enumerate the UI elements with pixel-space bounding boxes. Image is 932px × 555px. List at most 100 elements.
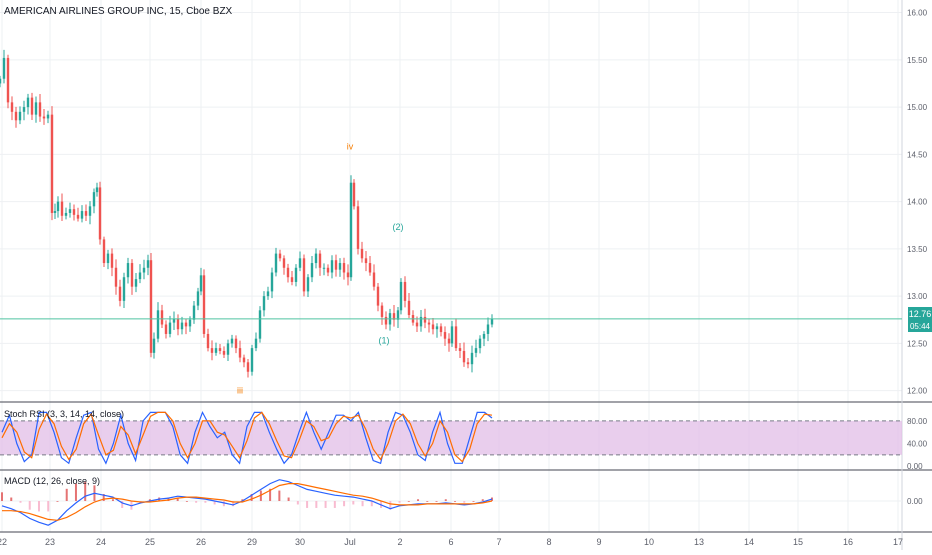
macd-histogram-bar xyxy=(472,501,475,502)
candle-body xyxy=(392,313,396,320)
candle-body xyxy=(118,286,122,301)
candle-body xyxy=(164,324,168,334)
axes: 22232425262930Jul2678910131415161716.001… xyxy=(0,9,928,547)
macd-title: MACD (12, 26, close, 9) xyxy=(4,476,100,486)
candle-body xyxy=(298,258,302,268)
candle-body xyxy=(180,322,184,330)
macd-histogram-bar xyxy=(306,501,309,508)
candle-body xyxy=(98,187,102,240)
x-tick-label: 7 xyxy=(496,537,501,547)
candle-body xyxy=(106,253,110,264)
macd-histogram-bar xyxy=(167,497,170,501)
stoch-rsi-title: Stoch RSI (3, 3, 14, 14, close) xyxy=(4,409,124,419)
candle-body xyxy=(18,111,22,121)
candle-body xyxy=(294,267,298,282)
candle-body xyxy=(419,316,423,327)
candle-body xyxy=(210,348,214,353)
candle-body xyxy=(134,279,138,287)
macd-histogram-bar xyxy=(204,501,207,503)
x-tick-label: 8 xyxy=(546,537,551,547)
macd-y-tick: 0.00 xyxy=(907,497,923,506)
signal-line xyxy=(2,483,493,521)
candle-body xyxy=(92,192,96,207)
candle-body xyxy=(160,310,164,325)
candle-body xyxy=(138,272,142,280)
macd-histogram-bar xyxy=(481,499,484,501)
candle-body xyxy=(149,260,153,353)
macd-histogram-bar xyxy=(269,488,272,501)
y-tick-label: 12.00 xyxy=(907,387,928,396)
candle-body xyxy=(478,338,482,349)
candle-body xyxy=(396,310,400,320)
candle-body xyxy=(376,286,380,306)
macd-histogram-bar xyxy=(111,499,114,501)
x-tick-label: 2 xyxy=(397,537,402,547)
y-tick-label: 14.00 xyxy=(907,198,928,207)
candle-body xyxy=(364,258,368,264)
macd-histogram-bar xyxy=(176,497,179,501)
candle-body xyxy=(266,291,270,297)
candle-body xyxy=(114,267,118,287)
x-tick-label: 10 xyxy=(644,537,654,547)
macd-histogram-bar xyxy=(333,501,336,508)
stoch-d-line xyxy=(1,411,493,463)
candle-body xyxy=(142,267,146,273)
macd-histogram-bar xyxy=(28,501,31,510)
candle-body xyxy=(423,316,427,323)
stoch-band-fill xyxy=(0,420,902,455)
stoch-rsi-pane[interactable] xyxy=(0,410,902,465)
candle-body xyxy=(486,324,490,334)
candle-body xyxy=(403,281,407,301)
candle-body xyxy=(30,97,34,115)
candle-body xyxy=(242,357,246,363)
candle-body xyxy=(146,260,150,268)
macd-pane[interactable] xyxy=(0,479,902,526)
candle-body xyxy=(95,187,99,193)
macd-histogram-bar xyxy=(148,499,151,501)
macd-histogram-bar xyxy=(352,501,355,505)
macd-histogram-bar xyxy=(417,499,420,501)
y-tick-label: 12.50 xyxy=(907,339,928,348)
candle-body xyxy=(431,324,435,330)
candle-body xyxy=(439,326,443,333)
macd-histogram-bar xyxy=(398,501,401,503)
y-tick-label: 13.00 xyxy=(907,292,928,301)
macd-histogram-bar xyxy=(56,501,59,502)
x-tick-label: 22 xyxy=(0,537,7,547)
macd-histogram-bar xyxy=(296,501,299,505)
candle-body xyxy=(435,326,439,330)
candle-body xyxy=(458,348,462,351)
macd-histogram-bar xyxy=(435,501,438,502)
candle-body xyxy=(250,348,254,372)
candle-body xyxy=(14,111,18,121)
macd-histogram-bar xyxy=(121,501,124,508)
candle-body xyxy=(184,322,188,327)
candle-body xyxy=(53,211,57,213)
candle-body xyxy=(80,211,84,219)
candle-body xyxy=(322,267,326,269)
candle-body xyxy=(318,253,322,268)
candle-body xyxy=(152,338,156,353)
candle-body xyxy=(84,211,88,216)
candle-body xyxy=(199,275,203,292)
candle-body xyxy=(407,300,411,316)
candle-body xyxy=(454,326,458,349)
wave-label: (2) xyxy=(393,222,404,232)
candle-body xyxy=(330,260,334,273)
candle-body xyxy=(302,258,306,292)
x-tick-label: 13 xyxy=(694,537,704,547)
candle-body xyxy=(282,258,286,268)
macd-histogram-bar xyxy=(222,501,225,507)
candle-body xyxy=(384,316,388,325)
countdown-label: 05:44 xyxy=(910,322,931,331)
candle-body xyxy=(226,343,230,355)
candle-body xyxy=(310,263,314,278)
macd-histogram-bar xyxy=(370,501,373,507)
candle-body xyxy=(110,253,114,268)
candle-body xyxy=(26,97,30,108)
price-pane[interactable]: iv iii (2) (1) xyxy=(0,49,902,396)
macd-histogram-bar xyxy=(454,501,457,502)
x-tick-label: 30 xyxy=(295,537,305,547)
